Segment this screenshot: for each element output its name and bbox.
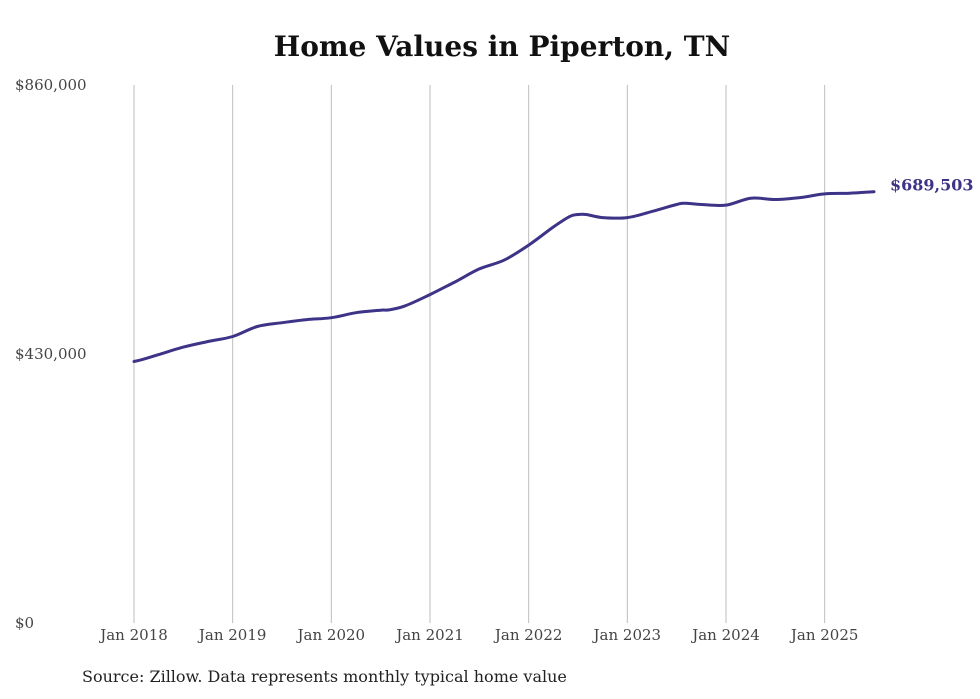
y-tick-label: $860,000 [15, 76, 87, 94]
y-axis-ticks: $860,000 $430,000 $0 [15, 76, 87, 632]
grid-lines [133, 85, 826, 623]
source-note: Source: Zillow. Data represents monthly … [82, 667, 567, 686]
x-tick-label: Jan 2019 [197, 626, 267, 644]
x-tick-label: Jan 2024 [690, 626, 760, 644]
x-tick-label: Jan 2020 [296, 626, 366, 644]
x-tick-label: Jan 2022 [493, 626, 563, 644]
x-tick-label: Jan 2025 [789, 626, 859, 644]
home-value-line [132, 190, 876, 363]
y-tick-label: $0 [15, 614, 34, 632]
y-tick-label: $430,000 [15, 345, 87, 363]
x-tick-label: Jan 2023 [592, 626, 662, 644]
x-axis-ticks: Jan 2018 Jan 2019 Jan 2020 Jan 2021 Jan 2022… [98, 626, 858, 644]
chart-title: Home Values in Piperton, TN [273, 30, 731, 63]
end-value-label: $689,503 [890, 176, 974, 195]
x-tick-label: Jan 2021 [394, 626, 464, 644]
x-tick-label: Jan 2018 [98, 626, 168, 644]
